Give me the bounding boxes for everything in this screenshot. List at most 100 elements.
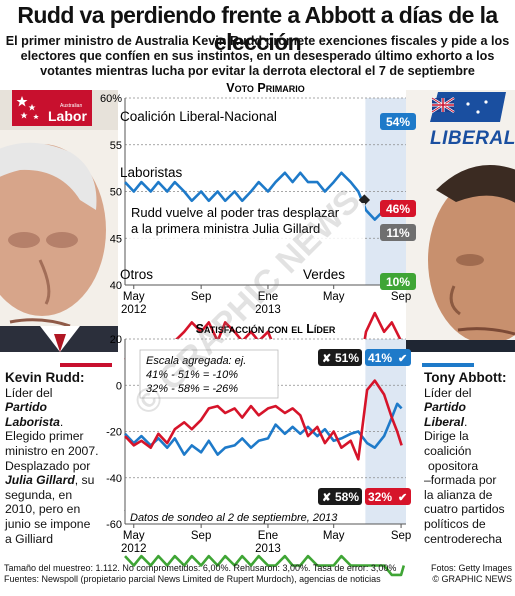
rudd-line: segunda, en <box>5 487 73 502</box>
abbott-description: Tony Abbott: Líder del Partido Liberal. … <box>424 370 514 546</box>
rudd-line: 2010, pero en <box>5 502 81 517</box>
annotation-bg <box>127 203 365 239</box>
chart-title: Voto Primario <box>226 81 304 95</box>
labor-logo: Australian Labor <box>12 90 92 126</box>
x-tick-label: 2012 <box>121 304 147 316</box>
rudd-line: Líder del <box>5 385 53 400</box>
rudd-line: Elegido primer <box>5 429 84 444</box>
x-tick-label: 2012 <box>121 543 147 555</box>
badge-pos-box <box>365 349 411 366</box>
x-tick-label: 2013 <box>255 543 281 555</box>
annotation-text: a la primera ministra Julia Gillard <box>131 221 320 236</box>
abbott-party: Partido <box>424 400 466 415</box>
footer: Tamaño del muestreo: 1.112. No compromet… <box>4 563 512 585</box>
southern-cross-icon <box>16 96 39 120</box>
annotation-marker <box>358 194 371 206</box>
rudd-name: Kevin Rudd: <box>5 370 85 385</box>
rudd-party-end: . <box>59 414 64 429</box>
y-tick-label: -20 <box>106 427 122 439</box>
scale-note: 32% - 58% = -26% <box>146 383 238 395</box>
abbott-party-2: Liberal <box>424 414 464 429</box>
rudd-color-bar <box>60 363 112 367</box>
x-tick-label: May <box>323 530 345 542</box>
abbott-line: –formada por <box>424 473 497 488</box>
page-subtitle: El primer ministro de Australia Kevin Ru… <box>5 34 510 78</box>
x-tick-label: May <box>323 291 345 303</box>
labor-logo-text: Labor <box>48 108 87 124</box>
rudd-approval: 32% <box>368 490 392 504</box>
series-label: Verdes <box>303 267 345 282</box>
abbott-line: Dirige la <box>424 429 469 444</box>
check-icon: ✔ <box>398 492 407 504</box>
footer-credit: © GRAPHIC NEWS <box>432 574 512 584</box>
x-tick-label: May <box>123 530 145 542</box>
y-tick-label: 50 <box>110 187 122 199</box>
x-tick-label: Sep <box>391 530 411 542</box>
rudd-disapproval: 58% <box>335 490 359 504</box>
y-tick-label: -40 <box>106 473 122 485</box>
series-line <box>124 379 403 461</box>
chart-title: Satisfacción con el Líder <box>196 322 336 336</box>
end-label: 46% <box>386 202 410 216</box>
rudd-line: ministro en 2007. <box>5 443 99 458</box>
abbott-name: Tony Abbott: <box>424 370 507 385</box>
series-label: Coalición Liberal-Nacional <box>120 109 277 124</box>
abbott-disapproval: 51% <box>335 351 359 365</box>
y-tick-label: 20 <box>110 334 122 346</box>
scale-note: 41% - 51% = -10% <box>146 369 238 381</box>
abbott-line: políticos de <box>424 516 486 531</box>
series-line <box>124 554 406 577</box>
annotation-text: Rudd vuelve al poder tras desplazar <box>131 205 340 220</box>
rudd-party: Partido <box>5 400 47 415</box>
series-line <box>124 171 404 221</box>
y-tick-label: 60% <box>100 93 122 105</box>
rudd-line: Desplazado por <box>5 458 91 473</box>
abbott-line: Líder del <box>424 385 472 400</box>
x-tick-label: Ene <box>258 530 278 542</box>
badge-neg-box <box>318 349 362 366</box>
abbott-approval: 41% <box>368 351 392 365</box>
footer-photos: Fotos: Getty Images <box>430 563 512 573</box>
end-label: 10% <box>386 275 410 289</box>
poll-date-note: Datos de sondeo al 2 de septiembre, 2013 <box>130 512 338 524</box>
x-tick-label: Sep <box>191 530 211 542</box>
y-tick-label: 45 <box>110 233 122 245</box>
x-tick-label: Sep <box>391 291 411 303</box>
x-tick-label: Sep <box>191 291 211 303</box>
liberal-logo: LIBERAL <box>428 90 515 152</box>
end-label-box <box>380 224 416 241</box>
badge-neg-box <box>318 488 362 505</box>
scale-note-box <box>139 349 279 399</box>
check-icon: ✔ <box>398 353 407 365</box>
y-tick-label: -60 <box>106 519 122 531</box>
abbott-color-bar <box>422 363 474 367</box>
y-tick-label: 0 <box>116 380 122 392</box>
scale-note: Escala agregada: ej. <box>146 355 246 367</box>
rudd-line: junio se impone <box>5 516 91 531</box>
badge-pos-box <box>365 488 411 505</box>
abbott-party-end: . <box>463 414 468 429</box>
series-label: Otros <box>120 267 153 282</box>
liberal-logo-text: LIBERAL <box>430 128 515 149</box>
abbott-line: centroderecha <box>424 531 502 546</box>
x-tick-label: 2013 <box>255 304 281 316</box>
rudd-photo <box>0 90 118 352</box>
footer-sources: Fuentes: Newspoll (propietario parcial N… <box>4 574 381 584</box>
footer-sample: Tamaño del muestreo: 1.112. No compromet… <box>4 563 397 573</box>
rudd-line: a Gilliard <box>5 531 54 546</box>
abbott-line: opositora <box>428 458 479 473</box>
end-label-box <box>380 200 416 217</box>
x-tick-label: May <box>123 291 145 303</box>
abbott-line: cuatro partidos <box>424 502 505 517</box>
abbott-line: la alianza de <box>424 487 493 502</box>
abbott-photo <box>406 90 515 352</box>
x-tick-label: Ene <box>258 291 278 303</box>
page-title: Rudd va perdiendo frente a Abbott a días… <box>17 2 498 55</box>
end-label-box <box>380 113 416 130</box>
series-label: Laboristas <box>120 165 183 180</box>
rudd-line: , su <box>74 473 95 488</box>
y-tick-label: 55 <box>110 140 122 152</box>
end-label-box <box>380 273 416 290</box>
